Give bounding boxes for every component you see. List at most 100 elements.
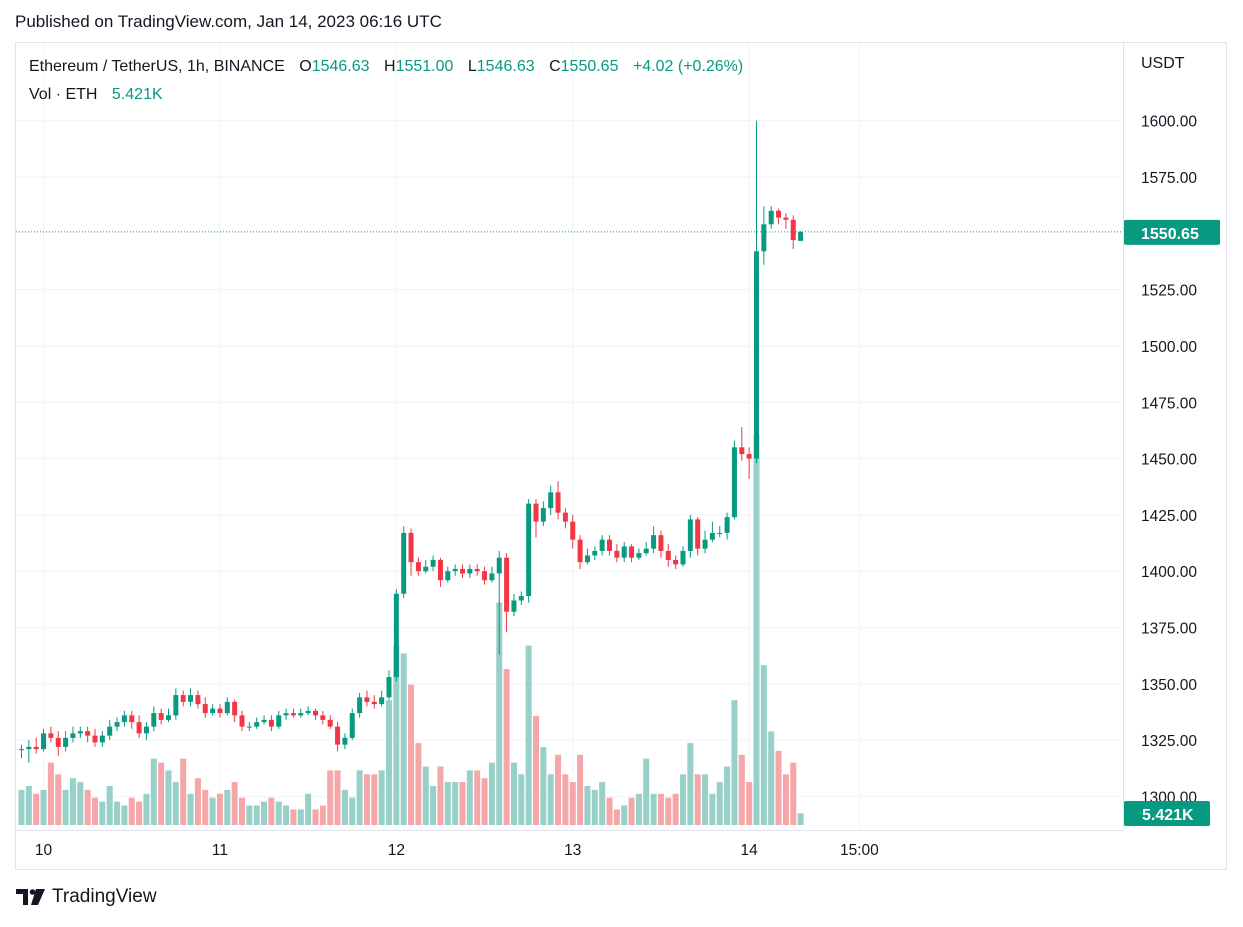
candle-body: [643, 548, 649, 554]
candle-body: [445, 571, 451, 581]
candle-body: [731, 447, 737, 518]
candle-body: [776, 210, 782, 218]
price-axis-currency[interactable]: USDT: [1141, 55, 1185, 72]
candle-body: [99, 735, 105, 743]
candle-body: [393, 593, 399, 678]
candle-body: [129, 715, 135, 723]
volume-bar: [319, 805, 326, 825]
volume-bar: [768, 731, 775, 825]
volume-bar: [25, 786, 32, 825]
volume-bar: [437, 766, 444, 825]
candle-body: [63, 737, 69, 747]
candle-body: [702, 539, 708, 549]
time-tick-label: 10: [35, 842, 53, 859]
volume-bar: [459, 782, 466, 825]
candle-body: [452, 568, 458, 572]
candle-body: [489, 573, 495, 581]
volume-bar: [84, 789, 91, 825]
volume-label[interactable]: Vol · ETH: [29, 86, 98, 103]
volume-bar: [444, 782, 451, 825]
volume-bar: [69, 778, 76, 825]
candle-body: [107, 726, 113, 736]
volume-bar: [393, 645, 400, 825]
close-value: 1550.65: [560, 58, 619, 75]
volume-bar: [797, 813, 804, 825]
candle-body: [533, 503, 539, 522]
candle-body: [268, 719, 274, 727]
symbol-title[interactable]: Ethereum / TetherUS, 1h, BINANCE: [29, 58, 285, 75]
volume-bar: [99, 801, 106, 825]
open-label: O: [299, 58, 312, 75]
candle-body: [430, 559, 436, 567]
volume-bar: [702, 774, 709, 825]
candle-body: [151, 713, 157, 727]
volume-bar: [665, 797, 672, 825]
volume-bar: [305, 793, 312, 825]
candle-body: [320, 715, 326, 720]
volume-bar: [231, 782, 238, 825]
volume-bar: [694, 774, 701, 825]
candle-body: [342, 737, 348, 745]
candle-body: [460, 568, 465, 574]
volume-bar: [371, 774, 378, 825]
candle-body: [511, 600, 517, 612]
volume-bar: [136, 801, 143, 825]
volume-bar: [172, 782, 179, 825]
volume-bar: [202, 789, 209, 825]
price-tick-label: 1500.00: [1141, 339, 1197, 356]
volume-bar: [275, 801, 282, 825]
price-tick-label: 1475.00: [1141, 395, 1197, 412]
last-price-badge-label: 1550.65: [1141, 226, 1199, 243]
volume-bar: [224, 789, 231, 825]
candle-body: [651, 535, 657, 549]
volume-bar: [422, 766, 429, 825]
candle-body: [305, 710, 311, 714]
volume-bar: [92, 797, 98, 825]
price-tick-label: 1375.00: [1141, 621, 1197, 638]
volume-bar: [150, 758, 157, 825]
price-tick-label: 1600.00: [1141, 114, 1197, 131]
candle-body: [26, 746, 32, 750]
price-tick-label: 1325.00: [1141, 733, 1197, 750]
volume-bar: [452, 782, 459, 825]
candle-body: [474, 568, 480, 572]
candle-body: [592, 550, 598, 556]
volume-bar: [672, 793, 679, 825]
volume-bar: [283, 805, 290, 825]
candle-body: [607, 539, 612, 551]
volume-bar: [724, 766, 731, 825]
candle-body: [283, 713, 289, 716]
chart-frame[interactable]: [15, 42, 1227, 870]
tradingview-footer[interactable]: TradingView: [16, 886, 157, 908]
high-value: 1551.00: [395, 58, 454, 75]
candle-body: [217, 708, 223, 714]
candle-body: [335, 726, 341, 745]
volume-bar: [216, 793, 223, 825]
price-tick-label: 1425.00: [1141, 508, 1197, 525]
candle-body: [180, 695, 186, 702]
candle-body: [790, 219, 796, 241]
candle-body: [467, 568, 473, 574]
candle-body: [166, 715, 171, 720]
candle-body: [114, 722, 120, 727]
volume-bar: [599, 782, 606, 825]
volume-bar: [481, 778, 488, 825]
candle-body: [709, 532, 715, 540]
low-value: 1546.63: [476, 58, 535, 75]
tradingview-logo-icon: [16, 889, 45, 905]
volume-bar: [635, 793, 642, 825]
volume-bar: [62, 789, 69, 825]
candle-body: [188, 695, 194, 702]
volume-bar: [158, 762, 165, 825]
candle-body: [327, 719, 333, 727]
volume-bar: [341, 789, 348, 825]
volume-bar: [40, 789, 47, 825]
volume-bar: [775, 750, 782, 825]
volume-bar: [628, 797, 635, 825]
candle-body: [254, 722, 260, 727]
volume-bar: [408, 684, 415, 825]
candle-body: [246, 726, 252, 728]
volume-bar: [657, 793, 664, 825]
volume-bar: [577, 754, 584, 825]
